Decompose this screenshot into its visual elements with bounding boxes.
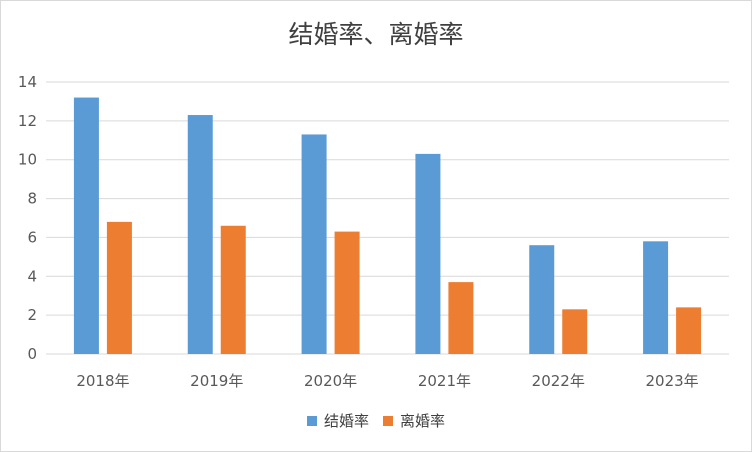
bar-series-2-3 bbox=[448, 282, 474, 354]
legend-swatch-series-1 bbox=[306, 415, 317, 426]
legend-item-series-1: 结婚率 bbox=[306, 410, 369, 431]
x-tick-label-5: 2023年 bbox=[645, 372, 698, 390]
x-tick-label-1: 2019年 bbox=[190, 372, 243, 390]
legend-label-series-2: 离婚率 bbox=[400, 412, 446, 430]
bar-series-2-5 bbox=[676, 307, 702, 354]
bar-series-1-1 bbox=[187, 115, 213, 355]
x-tick-label-2: 2020年 bbox=[304, 372, 357, 390]
bar-series-1-3 bbox=[415, 153, 441, 354]
x-tick-label-4: 2022年 bbox=[532, 372, 585, 390]
y-tick-label-10: 10 bbox=[18, 151, 37, 169]
y-tick-label-2: 2 bbox=[27, 306, 37, 324]
bar-series-1-5 bbox=[643, 241, 669, 354]
y-tick-label-12: 12 bbox=[18, 112, 37, 130]
bar-series-1-4 bbox=[529, 245, 555, 354]
x-tick-label-0: 2018年 bbox=[76, 372, 129, 390]
bar-series-2-2 bbox=[334, 231, 360, 354]
y-tick-label-6: 6 bbox=[27, 228, 37, 246]
y-tick-label-8: 8 bbox=[27, 190, 37, 208]
bar-series-1-0 bbox=[73, 97, 99, 355]
y-tick-label-0: 0 bbox=[27, 345, 37, 363]
y-tick-label-4: 4 bbox=[27, 267, 37, 285]
x-tick-label-3: 2021年 bbox=[418, 372, 471, 390]
legend-item-series-2: 离婚率 bbox=[383, 410, 445, 431]
legend-label-series-1: 结婚率 bbox=[323, 412, 369, 430]
bar-series-2-0 bbox=[106, 221, 132, 354]
bar-series-1-2 bbox=[301, 134, 327, 354]
chart-title: 结婚率、离婚率 bbox=[288, 20, 464, 49]
bar-series-2-1 bbox=[220, 225, 246, 354]
y-tick-label-14: 14 bbox=[18, 73, 37, 91]
bar-series-2-4 bbox=[562, 309, 588, 354]
legend: 结婚率 离婚率 bbox=[1, 410, 751, 431]
legend-swatch-series-2 bbox=[383, 415, 393, 426]
